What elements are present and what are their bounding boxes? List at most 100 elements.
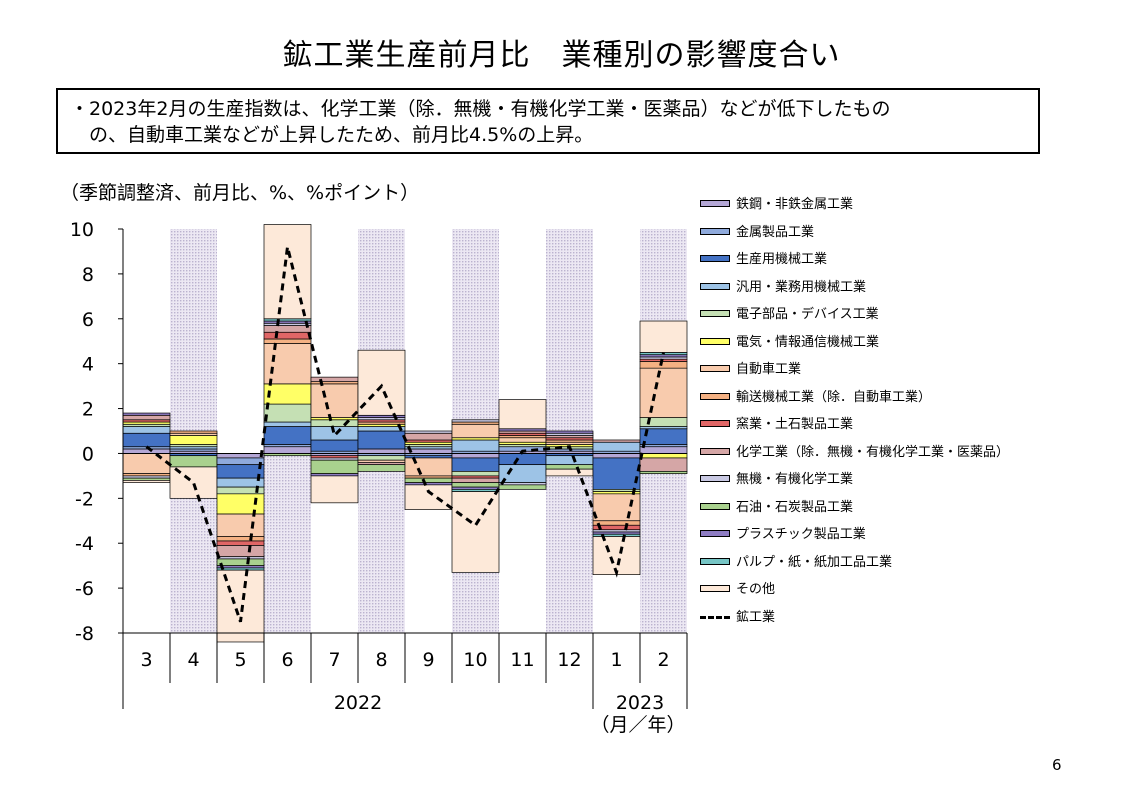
legend-label: 電気・情報通信機械工業 <box>736 334 880 350</box>
bar-segment <box>498 484 547 490</box>
bar-segment <box>122 414 171 421</box>
legend-swatch <box>700 255 730 262</box>
legend-label: 電子部品・デバイス工業 <box>736 307 879 322</box>
x-tick-label: 8 <box>375 649 387 671</box>
bar-segment <box>592 439 641 443</box>
bar-segment <box>216 558 265 567</box>
bar-segment <box>216 457 265 466</box>
bar-segment <box>545 455 594 466</box>
bar-segment <box>498 464 547 483</box>
bar-segment <box>404 430 453 434</box>
bar-segment <box>545 430 594 434</box>
bar-segment <box>263 421 312 427</box>
bar-segment <box>404 432 453 441</box>
legend-swatch <box>700 475 730 482</box>
bar-segment <box>451 457 500 472</box>
legend-label: 自動車工業 <box>736 362 802 377</box>
bar-segment <box>310 439 359 452</box>
bar-segment <box>592 493 641 522</box>
bar-segment <box>263 446 312 454</box>
bar-segment <box>404 457 453 477</box>
summary-line-2: の、自動車工業などが上昇したため、前月比4.5%の上昇。 <box>70 124 594 146</box>
bar-segment <box>122 480 171 483</box>
legend-label: 窯業・土石製品工業 <box>736 417 854 432</box>
bar-segment <box>451 482 500 488</box>
bar-segment <box>216 464 265 479</box>
y-tick-label: -4 <box>75 533 94 555</box>
units-label: （季節調整済、前月比、%、%ポイント） <box>60 182 420 204</box>
bar-segment <box>639 417 688 427</box>
bar-segment <box>310 419 359 427</box>
page-number: 6 <box>1052 756 1062 774</box>
legend-label: 無機・有機化学工業 <box>736 472 854 487</box>
x-tick-label: 5 <box>234 649 246 671</box>
bar-segment <box>639 453 688 459</box>
legend-swatch <box>700 530 730 537</box>
bar-segment <box>216 453 265 459</box>
legend-label: 生産用機械工業 <box>736 252 828 267</box>
bar-segment <box>498 453 547 466</box>
y-tick-label: 0 <box>82 443 94 465</box>
legend-swatch <box>700 420 730 427</box>
y-tick-label: 2 <box>82 399 94 421</box>
legend-label: 金属製品工業 <box>736 224 815 240</box>
bar-segment <box>592 441 641 452</box>
bar-segment <box>169 435 218 445</box>
x-tick-label: 12 <box>557 649 581 671</box>
y-tick-label: 10 <box>70 219 94 241</box>
bar-segment <box>451 491 500 573</box>
year-label: 2023 <box>616 692 664 714</box>
total-line <box>145 246 665 623</box>
bar-segment <box>639 361 688 369</box>
bar-segment <box>639 446 688 454</box>
bar-segment <box>216 540 265 546</box>
bar-segment <box>263 331 312 340</box>
legend-swatch <box>700 200 730 207</box>
bar-segment <box>310 426 359 441</box>
legend-swatch <box>700 282 730 290</box>
bar-segment <box>263 426 312 445</box>
legend-swatch <box>700 585 730 592</box>
legend-swatch <box>700 392 730 400</box>
y-tick-label: -2 <box>75 488 94 510</box>
bar-segment <box>216 569 265 643</box>
bar-segment <box>357 464 406 472</box>
bar-segment <box>216 513 265 537</box>
bar-segment <box>639 471 688 474</box>
y-tick-label: -8 <box>75 623 94 645</box>
bar-segment <box>404 477 453 483</box>
bar-segment <box>310 376 359 382</box>
bar-segment <box>545 468 594 477</box>
bar-segment <box>310 475 359 504</box>
bar-segment <box>263 325 312 333</box>
bar-segment <box>498 399 547 430</box>
x-tick-label: 3 <box>140 649 152 671</box>
bar-segment <box>451 471 500 477</box>
y-tick-label: -6 <box>75 578 94 600</box>
y-tick-label: 4 <box>82 354 94 376</box>
bar-segment <box>263 343 312 385</box>
x-tick-label: 2 <box>657 649 669 671</box>
year-label: 2022 <box>334 692 382 714</box>
bar-segment <box>451 453 500 459</box>
legend-swatch <box>700 365 730 372</box>
bar-segment <box>310 459 359 474</box>
bar-segment <box>122 432 171 448</box>
bar-segment <box>263 383 312 405</box>
legend-label: パルプ・紙・紙加工品工業 <box>736 554 893 570</box>
legend-swatch <box>700 310 730 317</box>
bar-segment <box>639 457 688 472</box>
legend-label: 鉄鋼・非鉄金属工業 <box>736 197 854 212</box>
legend-label: 鉱工業 <box>736 609 776 625</box>
legend-label: その他 <box>736 582 776 597</box>
y-tick-label: 6 <box>82 309 94 331</box>
bar-segment <box>404 484 453 510</box>
bar-segment <box>357 426 406 432</box>
x-tick-label: 11 <box>510 649 534 671</box>
bar-segment <box>451 477 500 483</box>
legend-label: 石油・石炭製品工業 <box>736 499 854 515</box>
legend-swatch <box>700 502 730 510</box>
bar-segment <box>357 455 406 461</box>
legend-label: 輸送機械工業（除．自動車工業） <box>736 389 932 405</box>
